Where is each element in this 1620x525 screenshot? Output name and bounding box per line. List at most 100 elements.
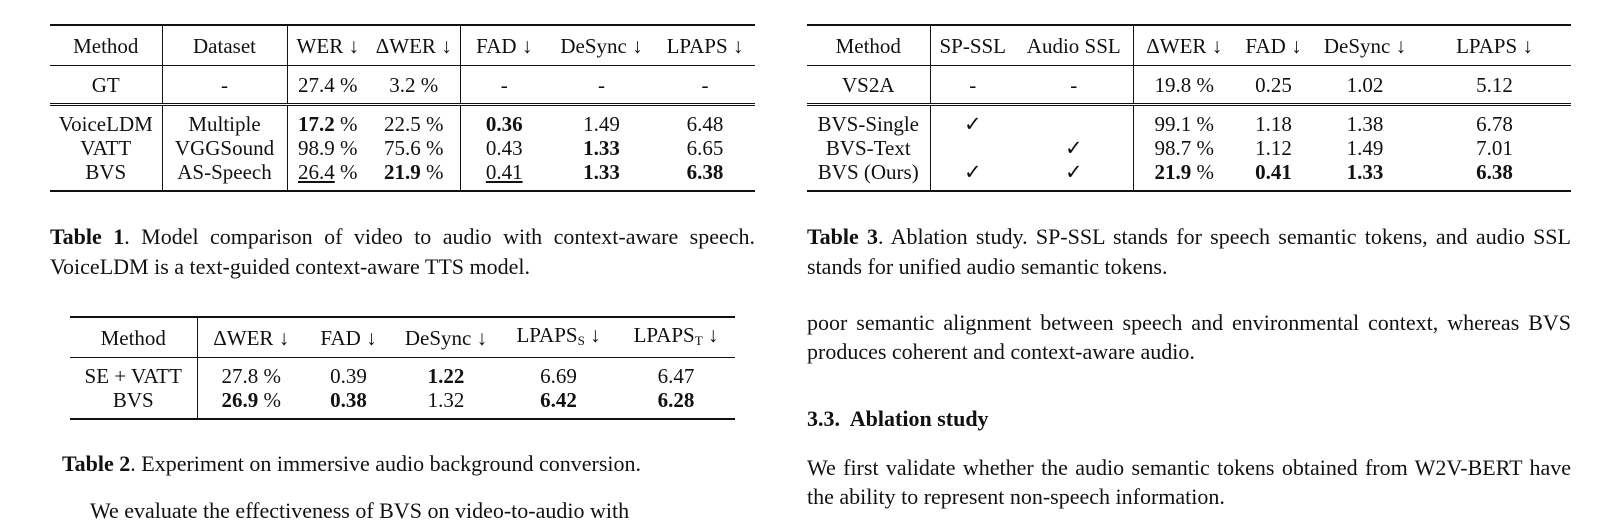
header-cell: LPAPS ↓ — [1418, 25, 1571, 66]
cell: 1.32 — [427, 388, 465, 412]
cell: - — [500, 72, 508, 97]
table-header-row: Method ΔWER ↓ FAD ↓ DeSync ↓ LPAPSS ↓ LP… — [70, 317, 735, 358]
caption-text: . Experiment on immersive audio backgrou… — [130, 451, 642, 476]
cell: 19.8 % — [1154, 72, 1215, 97]
cell: 21.9 % — [1133, 160, 1235, 191]
cell: 0.25 — [1255, 72, 1292, 97]
cell: 5.12 — [1476, 72, 1513, 97]
cell: 6.38 — [655, 160, 755, 191]
cell-bold: 0.36 — [485, 112, 523, 136]
cell-bold: 1.33 — [583, 160, 620, 184]
header-cell: ΔWER ↓ — [1133, 25, 1235, 66]
header-cell: FAD ↓ — [460, 25, 548, 66]
caption-text: . Model comparison of video to audio wit… — [50, 224, 755, 279]
cell: VGGSound — [162, 136, 288, 160]
header-subscript: S — [577, 332, 585, 348]
header-text: LPAPS — [516, 322, 578, 347]
table-header-row: Method SP-SSL Audio SSL ΔWER ↓ FAD ↓ DeS… — [807, 25, 1571, 66]
caption-text: . Ablation study. SP-SSL stands for spee… — [807, 224, 1571, 279]
cell: 6.42 — [500, 388, 617, 419]
cell-underlined: 0.41 — [485, 160, 523, 184]
cell: 17.2 % — [287, 103, 368, 136]
header-cell: Dataset — [162, 25, 288, 66]
cell-bold: 26.9 — [221, 388, 259, 412]
header-cell: FAD ↓ — [305, 317, 392, 358]
header-cell: Method — [70, 317, 198, 358]
caption-label: Table 2 — [62, 451, 131, 476]
header-cell: FAD ↓ — [1235, 25, 1312, 66]
cell: - — [701, 72, 709, 97]
table-row: BVS 26.9 % 0.38 1.32 6.42 6.28 — [70, 388, 735, 419]
cell-underlined: 26.4 — [298, 160, 335, 184]
cell: 0.36 — [460, 103, 548, 136]
cell: 1.49 — [1346, 136, 1384, 160]
checkmark-icon: ✓ — [963, 160, 982, 184]
cell: 1.38 — [1312, 103, 1418, 136]
cell: BVS-Text — [807, 136, 931, 160]
right-paragraph-2: We first validate whether the audio sema… — [807, 455, 1571, 509]
table-row: BVS-Single ✓ 99.1 % 1.18 1.38 6.78 — [807, 103, 1571, 136]
table-3: Method SP-SSL Audio SSL ΔWER ↓ FAD ↓ DeS… — [807, 24, 1571, 192]
cell-bold: 0.41 — [1255, 160, 1292, 184]
cell-unit: % — [1191, 160, 1215, 184]
right-paragraph-1: poor semantic alignment between speech a… — [807, 310, 1571, 364]
table-2: Method ΔWER ↓ FAD ↓ DeSync ↓ LPAPSS ↓ LP… — [70, 316, 735, 420]
table-row: GT - 27.4 % 3.2 % - - - — [50, 65, 755, 105]
cell: BVS-Single — [807, 103, 931, 136]
cell-unit: % — [334, 160, 358, 184]
cell: 0.39 — [330, 364, 367, 388]
cell-bold: 6.28 — [657, 388, 695, 412]
cell: 0.41 — [460, 160, 548, 191]
cell: VATT — [50, 136, 163, 160]
header-cell: DeSync ↓ — [548, 25, 655, 66]
cell: 1.12 — [1255, 136, 1292, 160]
header-cell: Audio SSL — [1015, 25, 1134, 66]
cell: - — [969, 72, 977, 97]
table-row: SE + VATT 27.8 % 0.39 1.22 6.69 6.47 — [70, 357, 735, 388]
cell-bold: 1.33 — [1346, 160, 1384, 184]
cell: GT — [50, 65, 163, 105]
cell-bold: 21.9 — [1154, 160, 1192, 184]
section-heading: 3.3. Ablation study — [807, 406, 989, 431]
checkmark-icon: ✓ — [930, 103, 1015, 136]
checkmark-icon: ✓ — [1015, 136, 1134, 160]
header-arrow: ↓ — [707, 322, 719, 347]
header-cell: SP-SSL — [930, 25, 1015, 66]
cell: 0.38 — [305, 388, 392, 419]
checkmark-icon: ✓ — [1015, 160, 1134, 191]
cell: Multiple — [162, 103, 288, 136]
table-1-caption: Table 1. Model comparison of video to au… — [50, 222, 755, 282]
cell: 75.6 % — [368, 136, 461, 160]
table-row: BVS (Ours) ✓ ✓ 21.9 % 0.41 1.33 6.38 — [807, 160, 1571, 191]
cell-bold: 17.2 — [298, 112, 335, 136]
header-cell: DeSync ↓ — [1312, 25, 1418, 66]
header-cell: LPAPSS ↓ — [500, 317, 617, 358]
table-row: BVS AS-Speech 26.4 % 21.9 % 0.41 1.33 6.… — [50, 160, 755, 191]
cell: 7.01 — [1476, 136, 1513, 160]
cell: 99.1 % — [1133, 103, 1235, 136]
cell: 6.65 — [686, 136, 724, 160]
cell: 6.47 — [657, 364, 695, 388]
cell: 26.9 % — [197, 388, 305, 419]
table-1: Method Dataset WER ↓ ΔWER ↓ FAD ↓ DeSync… — [50, 24, 755, 192]
table-row: VATT VGGSound 98.9 % 75.6 % 0.43 1.33 6.… — [50, 136, 755, 160]
header-cell: Method — [50, 25, 163, 66]
cell — [1015, 103, 1134, 136]
cell: VS2A — [807, 65, 931, 105]
cell: - — [1015, 65, 1134, 105]
cell: AS-Speech — [162, 160, 288, 191]
cell-bold: 0.38 — [330, 388, 367, 412]
cell: 27.8 % — [221, 364, 282, 388]
cell: 1.49 — [548, 103, 655, 136]
cell-unit: % — [334, 112, 358, 136]
cell-bold: 6.38 — [1476, 160, 1513, 184]
cell: 1.33 — [548, 136, 655, 160]
header-cell: WER ↓ — [287, 25, 368, 66]
cell: 0.43 — [485, 136, 523, 160]
cell: 98.7 % — [1154, 136, 1215, 160]
cell: 22.5 % — [368, 103, 461, 136]
cell: 21.9 % — [368, 160, 461, 191]
caption-label: Table 3 — [807, 224, 879, 249]
left-body-text: We evaluate the effectiveness of BVS on … — [90, 498, 630, 523]
caption-label: Table 1 — [50, 224, 125, 249]
